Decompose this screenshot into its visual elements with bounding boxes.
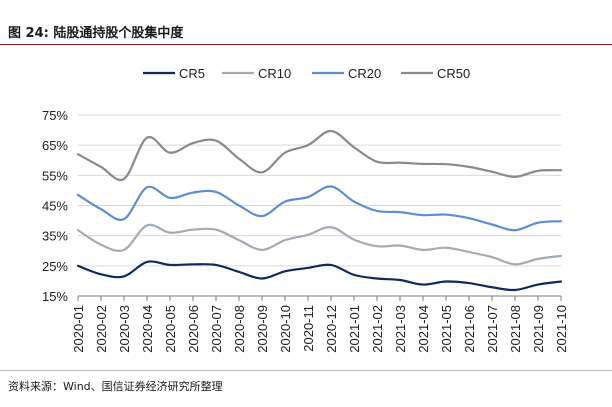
x-tick-label: 2020-11 xyxy=(301,305,316,352)
y-tick-label: 55% xyxy=(42,168,68,183)
series-line-cr50 xyxy=(76,129,563,182)
legend-label-cr20: CR20 xyxy=(348,66,381,81)
legend-label-cr5: CR5 xyxy=(179,66,205,81)
x-tick-label: 2021-06 xyxy=(462,305,477,353)
x-tick-label: 2020-12 xyxy=(324,305,339,353)
legend-label-cr50: CR50 xyxy=(437,66,470,81)
x-tick-label: 2020-02 xyxy=(94,305,109,353)
x-tick-label: 2020-01 xyxy=(71,305,86,353)
figure-title: 图 24: 陆股通持股个股集中度 xyxy=(8,26,184,41)
y-tick-label: 35% xyxy=(42,229,68,244)
x-tick-label: 2021-03 xyxy=(393,305,408,353)
x-tick-label: 2021-10 xyxy=(554,305,569,353)
x-tick-label: 2020-03 xyxy=(117,305,132,353)
x-tick-label: 2020-07 xyxy=(209,305,224,353)
x-tick-label: 2021-04 xyxy=(416,305,431,353)
y-tick-label: 45% xyxy=(42,199,68,214)
legend-label-cr10: CR10 xyxy=(258,66,291,81)
x-tick-label: 2020-09 xyxy=(255,305,270,353)
x-axis: 2020-01 2020-02 2020-03 2020-04 2020-05 2020-… xyxy=(71,295,569,353)
x-tick-label: 2020-08 xyxy=(232,305,247,353)
x-tick-label: 2021-08 xyxy=(508,305,523,353)
x-tick-label: 2021-02 xyxy=(370,305,385,353)
x-tick-label: 2021-09 xyxy=(531,305,546,353)
y-tick-label: 15% xyxy=(42,289,68,304)
chart-legend: CR5 CR10 CR20 CR50 xyxy=(143,66,470,81)
y-tick-label: 25% xyxy=(42,259,68,274)
y-tick-label: 65% xyxy=(42,138,68,153)
y-axis: 15% 25% 35% 45% 55% 65% 75% xyxy=(42,108,68,304)
footer-divider xyxy=(0,370,612,371)
x-tick-label: 2020-10 xyxy=(278,305,293,353)
series-line-cr5 xyxy=(76,260,563,292)
x-tick-label: 2020-04 xyxy=(140,305,155,353)
x-tick-label: 2021-01 xyxy=(347,305,362,353)
x-tick-label: 2020-05 xyxy=(163,305,178,353)
series-line-cr10 xyxy=(76,223,563,266)
x-tick-label: 2021-07 xyxy=(485,305,500,353)
title-divider xyxy=(0,44,612,45)
x-tick-label: 2021-05 xyxy=(439,305,454,353)
x-tick-label: 2020-06 xyxy=(186,305,201,353)
chart-series xyxy=(76,129,563,292)
concentration-line-chart: CR5 CR10 CR20 CR50 15% 25% 35% 45% 55% 65% 75% 20… xyxy=(42,66,569,353)
data-source-note: 资料来源：Wind、国信证券经济研究所整理 xyxy=(8,380,223,393)
series-line-cr20 xyxy=(76,185,563,232)
y-tick-label: 75% xyxy=(42,108,68,123)
